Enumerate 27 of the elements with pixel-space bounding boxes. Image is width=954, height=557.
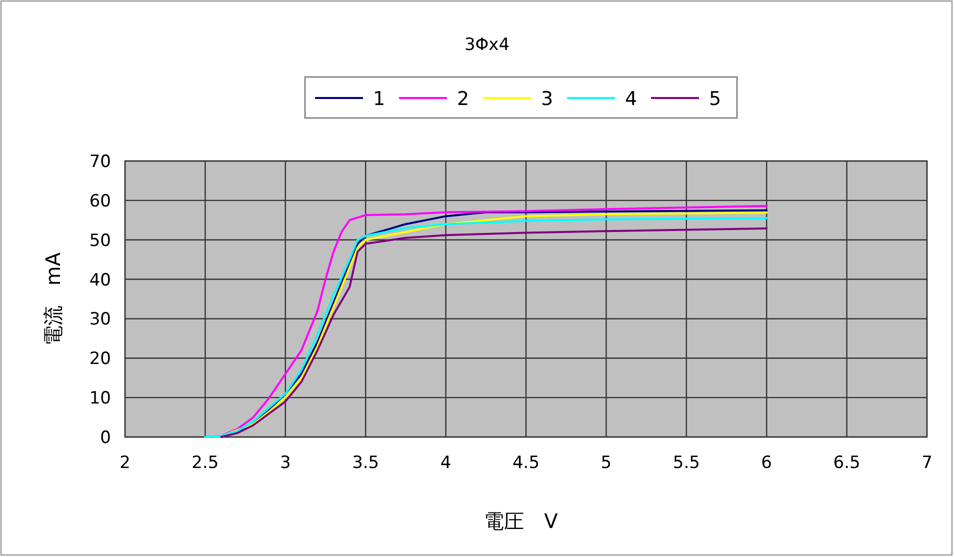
x-axis-title: 電圧 V (484, 509, 558, 533)
y-tick-label: 70 (89, 152, 111, 172)
legend-label: 5 (709, 88, 722, 110)
x-tick-label: 4.5 (512, 453, 540, 473)
legend-label: 2 (457, 88, 470, 110)
legend-label: 3 (541, 88, 554, 110)
y-tick-label: 20 (89, 349, 111, 370)
y-tick-label: 30 (89, 310, 111, 330)
x-tick-label: 4 (440, 453, 452, 473)
y-tick-label: 0 (100, 428, 111, 448)
legend-label: 4 (625, 88, 638, 110)
x-tick-label: 5 (600, 453, 612, 473)
x-tick-label: 2.5 (192, 453, 219, 473)
y-tick-label: 40 (89, 270, 111, 290)
chart-title: 3Φx4 (464, 35, 510, 55)
x-tick-label: 3.5 (352, 453, 380, 473)
x-tick-label: 7 (922, 453, 932, 473)
x-tick-label: 6 (761, 453, 772, 473)
x-tick-label: 6.5 (833, 453, 860, 473)
y-tick-label: 10 (89, 388, 111, 409)
x-tick-label: 3 (280, 453, 291, 473)
x-tick-label: 5.5 (672, 453, 700, 473)
x-tick-label: 2 (120, 453, 130, 473)
legend-label: 1 (373, 88, 386, 110)
y-tick-label: 60 (89, 191, 111, 212)
y-axis-title: 電流 mA (41, 252, 65, 346)
y-tick-label: 50 (89, 230, 111, 251)
